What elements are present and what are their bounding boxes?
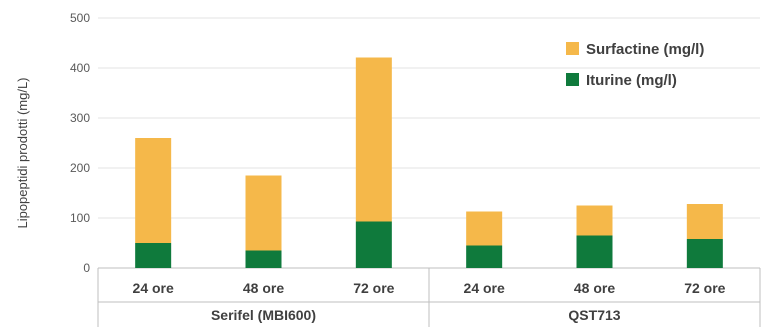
- legend-label: Surfactine (mg/l): [586, 41, 704, 58]
- x-group-label: QST713: [568, 307, 620, 323]
- y-tick-labels: 0 100 200 300 400 500: [70, 11, 90, 275]
- x-tick-label: 48 ore: [243, 280, 284, 296]
- legend-swatch: [566, 73, 579, 86]
- bar-iturine: [466, 245, 503, 268]
- x-tick-label: 72 ore: [353, 280, 394, 296]
- y-tick-label: 0: [83, 261, 90, 275]
- bar-iturine: [355, 221, 392, 268]
- bar-surfactine: [576, 205, 613, 236]
- x-tick-label: 48 ore: [574, 280, 615, 296]
- bar-iturine: [245, 250, 282, 268]
- y-tick-label: 200: [70, 161, 90, 175]
- legend: Surfactine (mg/l) Iturine (mg/l): [566, 41, 704, 89]
- y-axis-label: Lipopeptidi prodotti (mg/L): [15, 77, 30, 228]
- bars: [135, 57, 723, 268]
- x-tick-label: 24 ore: [133, 280, 174, 296]
- x-tick-label: 72 ore: [684, 280, 725, 296]
- legend-swatch: [566, 42, 579, 55]
- bar-surfactine: [466, 211, 503, 246]
- x-group-label: Serifel (MBI600): [211, 307, 316, 323]
- bar-iturine: [135, 243, 172, 268]
- bar-iturine: [686, 239, 723, 268]
- legend-label: Iturine (mg/l): [586, 72, 677, 89]
- bar-surfactine: [686, 204, 723, 239]
- gridlines: [98, 17, 760, 269]
- y-tick-label: 300: [70, 111, 90, 125]
- x-tick-label: 24 ore: [464, 280, 505, 296]
- bar-surfactine: [355, 57, 392, 222]
- bar-iturine: [576, 235, 613, 268]
- y-tick-label: 500: [70, 11, 90, 25]
- y-tick-label: 100: [70, 211, 90, 225]
- bar-surfactine: [135, 138, 172, 243]
- bar-surfactine: [245, 175, 282, 251]
- x-axis: 24 ore 48 ore 72 ore 24 ore 48 ore 72 ore Seri…: [97, 268, 761, 327]
- y-tick-label: 400: [70, 61, 90, 75]
